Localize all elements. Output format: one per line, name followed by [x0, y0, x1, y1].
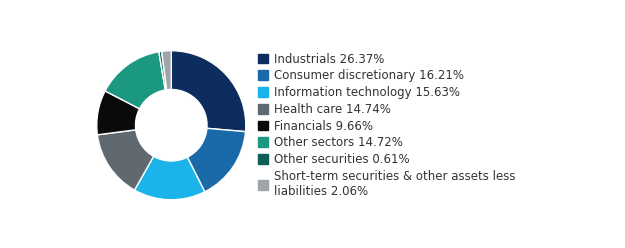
Wedge shape — [134, 156, 205, 200]
Wedge shape — [188, 128, 246, 192]
Wedge shape — [159, 51, 167, 90]
Wedge shape — [105, 52, 165, 109]
Wedge shape — [98, 130, 154, 190]
Wedge shape — [97, 91, 139, 135]
Wedge shape — [171, 51, 246, 132]
Legend: Industrials 26.37%, Consumer discretionary 16.21%, Information technology 15.63%: Industrials 26.37%, Consumer discretiona… — [256, 50, 518, 200]
Wedge shape — [162, 51, 171, 90]
